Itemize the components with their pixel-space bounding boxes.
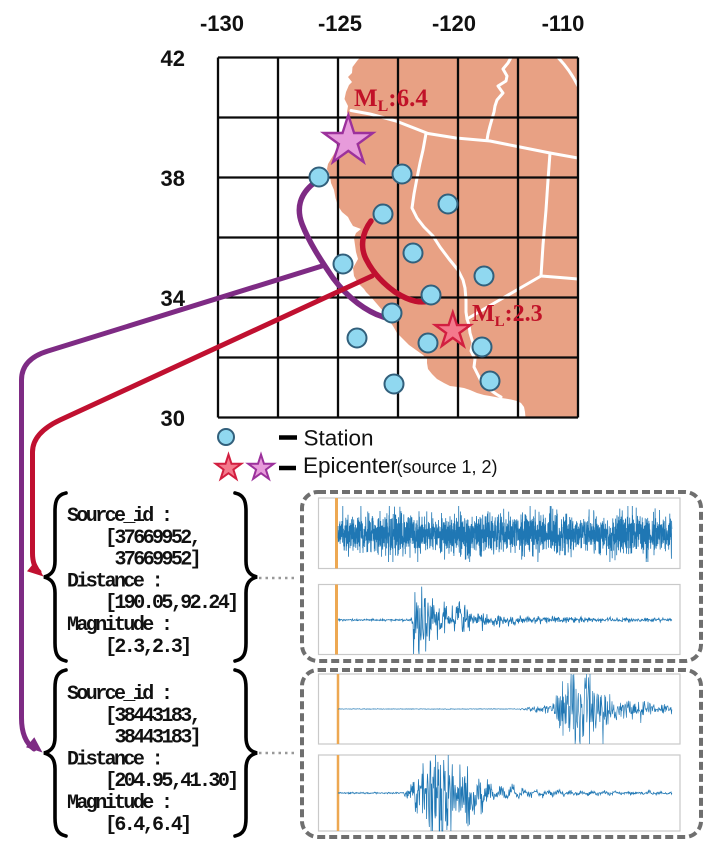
svg-text:Source_id :: Source_id : — [67, 505, 170, 528]
svg-text:-120: -120 — [432, 11, 476, 36]
svg-text:ML:2.3: ML:2.3 — [472, 301, 543, 330]
svg-text:(source 1, 2): (source 1, 2) — [397, 457, 498, 477]
svg-text:Distance :: Distance : — [67, 748, 161, 771]
svg-text:[190.05,92.24]: [190.05,92.24] — [105, 592, 237, 615]
svg-text:Source_id :: Source_id : — [67, 683, 170, 706]
svg-text:Epicenter: Epicenter — [303, 453, 399, 478]
svg-text:Magnitude :: Magnitude : — [67, 792, 170, 815]
svg-text:34: 34 — [161, 286, 186, 311]
svg-text:Station: Station — [304, 426, 374, 451]
svg-text:[6.4,6.4]: [6.4,6.4] — [105, 814, 190, 837]
svg-text:38443183]: 38443183] — [115, 727, 200, 750]
svg-text:[204.95,41.30]: [204.95,41.30] — [105, 770, 237, 793]
svg-text:30: 30 — [161, 406, 185, 431]
svg-text:37669952]: 37669952] — [115, 549, 200, 572]
svg-text:42: 42 — [161, 46, 185, 71]
svg-text:38: 38 — [161, 166, 185, 191]
svg-text:Magnitude :: Magnitude : — [67, 614, 170, 637]
svg-text:ML:6.4: ML:6.4 — [354, 85, 428, 115]
svg-text:[2.3,2.3]: [2.3,2.3] — [105, 636, 190, 659]
svg-text:-130: -130 — [200, 11, 244, 36]
svg-text:[37669952,: [37669952, — [105, 527, 199, 550]
svg-text:[38443183,: [38443183, — [105, 705, 199, 728]
svg-text:-125: -125 — [318, 11, 362, 36]
svg-text:Distance :: Distance : — [67, 570, 161, 593]
svg-text:-110: -110 — [542, 11, 585, 36]
